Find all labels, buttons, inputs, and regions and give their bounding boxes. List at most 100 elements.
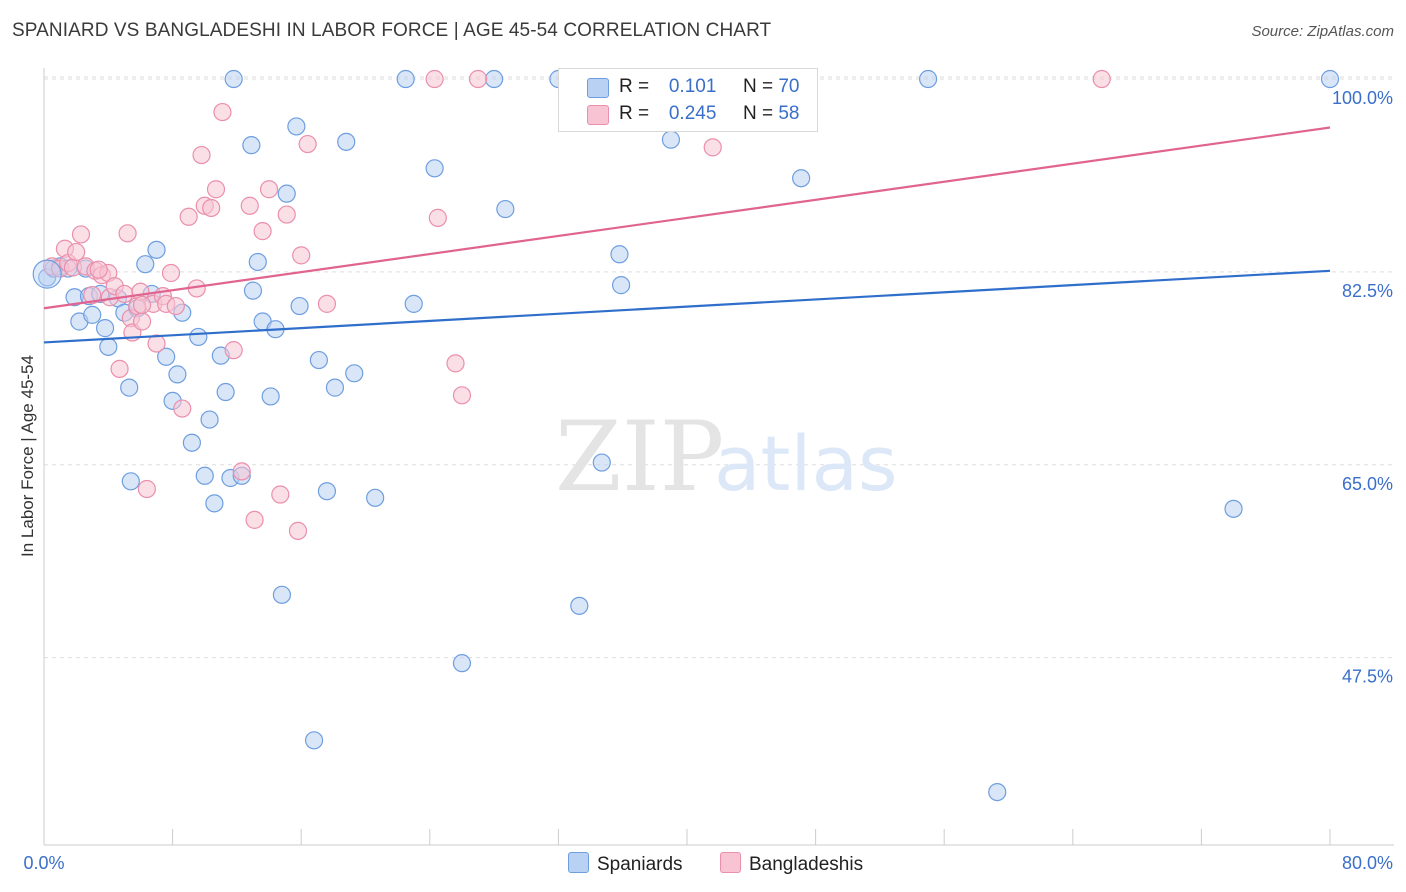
data-point-spaniards (592, 453, 611, 472)
data-point-spaniards (919, 69, 938, 89)
bottom-legend-label-bangladeshis: Bangladeshis (749, 854, 864, 875)
data-point-bangladeshis (132, 295, 152, 315)
data-point-spaniards (261, 387, 280, 406)
data-point-bangladeshis (115, 284, 134, 304)
data-point-spaniards (452, 654, 472, 673)
data-point-spaniards (425, 159, 444, 178)
data-point-spaniards (485, 69, 504, 89)
data-point-bangladeshis (703, 138, 722, 157)
data-point-spaniards (404, 294, 423, 313)
legend-r-label: R = (619, 103, 650, 124)
bottom-legend-spaniards: Spaniards (568, 852, 683, 876)
data-point-bangladeshis (446, 354, 465, 373)
data-point-bangladeshis (89, 260, 108, 279)
legend-r-label: R = (619, 76, 650, 97)
data-point-spaniards (304, 731, 324, 750)
bottom-legend-bangladeshis: Bangladeshis (720, 852, 863, 876)
legend-n-value-bangladeshis: 58 (778, 103, 800, 124)
trend-line-spaniards (43, 269, 1331, 344)
data-point-bangladeshis (83, 285, 102, 305)
data-point-spaniards (248, 252, 267, 272)
watermark-zip: ZIP (555, 401, 724, 513)
data-point-spaniards (396, 69, 415, 89)
y-tick-label: 100.0% (1332, 88, 1393, 108)
data-point-bangladeshis (192, 145, 211, 165)
data-point-bangladeshis (245, 510, 264, 529)
data-point-bangladeshis (224, 341, 243, 360)
data-point-bangladeshis (206, 180, 226, 199)
data-point-spaniards (1224, 499, 1243, 518)
bottom-legend-swatch-spaniards (568, 852, 589, 873)
data-point-spaniards (95, 319, 115, 338)
x-tick-label: 0.0% (23, 853, 64, 873)
data-point-spaniards (290, 296, 309, 316)
data-point-spaniards (195, 466, 214, 485)
data-point-bangladeshis (110, 359, 129, 378)
legend-r-value-spaniards: 0.101 (668, 76, 717, 97)
tick-labels: 47.5% 65.0% 82.5% 100.0% 0.0% 80.0% (23, 88, 1393, 873)
data-point-bangladeshis (232, 462, 251, 481)
legend-row-spaniards: R = 0.101 N = 70 (619, 76, 799, 98)
trend-lines (43, 126, 1331, 344)
legend-r-value-bangladeshis: 0.245 (668, 103, 717, 124)
data-point-spaniards (168, 365, 187, 384)
data-point-bangladeshis (179, 207, 198, 226)
data-point-spaniards (120, 378, 139, 397)
data-points (32, 69, 1340, 802)
y-tick-label: 82.5% (1342, 281, 1393, 301)
data-point-bangladeshis (161, 263, 181, 283)
data-point-spaniards (99, 337, 118, 356)
bottom-legend-swatch-bangladeshis (720, 852, 741, 873)
grid (44, 76, 1394, 659)
data-point-bangladeshis (468, 69, 488, 89)
data-point-bangladeshis (428, 208, 447, 227)
data-point-spaniards (611, 276, 631, 295)
data-point-spaniards (610, 245, 629, 264)
data-point-bangladeshis (132, 312, 152, 331)
data-point-bangladeshis (317, 294, 337, 313)
trend-line-bangladeshis (43, 126, 1331, 310)
legend-n-label: N = (742, 76, 774, 97)
data-point-spaniards (242, 136, 261, 155)
data-point-bangladeshis (1092, 69, 1111, 89)
data-point-spaniards (317, 482, 337, 501)
data-point-bangladeshis (271, 485, 290, 504)
y-tick-label: 47.5% (1342, 667, 1393, 687)
data-point-spaniards (309, 350, 328, 370)
data-point-bangladeshis (298, 134, 317, 154)
data-point-spaniards (136, 255, 155, 274)
data-point-bangladeshis (118, 224, 137, 243)
data-point-spaniards (661, 130, 681, 149)
data-point-spaniards (205, 494, 224, 513)
data-point-spaniards (277, 184, 296, 203)
data-point-bangladeshis (67, 242, 86, 262)
data-point-spaniards (366, 488, 385, 507)
data-point-spaniards (988, 782, 1007, 802)
data-point-bangladeshis (137, 479, 156, 499)
legend-swatch-bangladeshis (587, 105, 609, 125)
data-point-spaniards (570, 596, 589, 615)
data-point-bangladeshis (259, 180, 279, 199)
data-point-spaniards (1320, 69, 1340, 89)
data-point-spaniards (216, 382, 235, 402)
data-point-bangladeshis (71, 225, 91, 244)
source-credit: Source: ZipAtlas.com (1251, 23, 1394, 40)
data-point-spaniards (189, 327, 208, 347)
bottom-legend-label-spaniards: Spaniards (597, 854, 683, 875)
y-tick-label: 65.0% (1342, 474, 1393, 494)
data-point-spaniards (792, 169, 811, 188)
data-point-bangladeshis (292, 246, 311, 265)
data-point-bangladeshis (240, 196, 259, 215)
data-point-spaniards (224, 69, 243, 89)
data-point-spaniards (83, 305, 102, 324)
data-point-spaniards (272, 585, 292, 604)
data-point-bangladeshis (202, 198, 221, 218)
data-point-bangladeshis (166, 296, 185, 316)
data-point-spaniards (325, 378, 345, 397)
data-point-bangladeshis (288, 521, 308, 540)
x-tick-label: 80.0% (1342, 853, 1393, 873)
watermark: ZIP atlas (555, 401, 898, 513)
data-point-spaniards (243, 281, 263, 300)
legend-swatch-spaniards (587, 78, 609, 98)
